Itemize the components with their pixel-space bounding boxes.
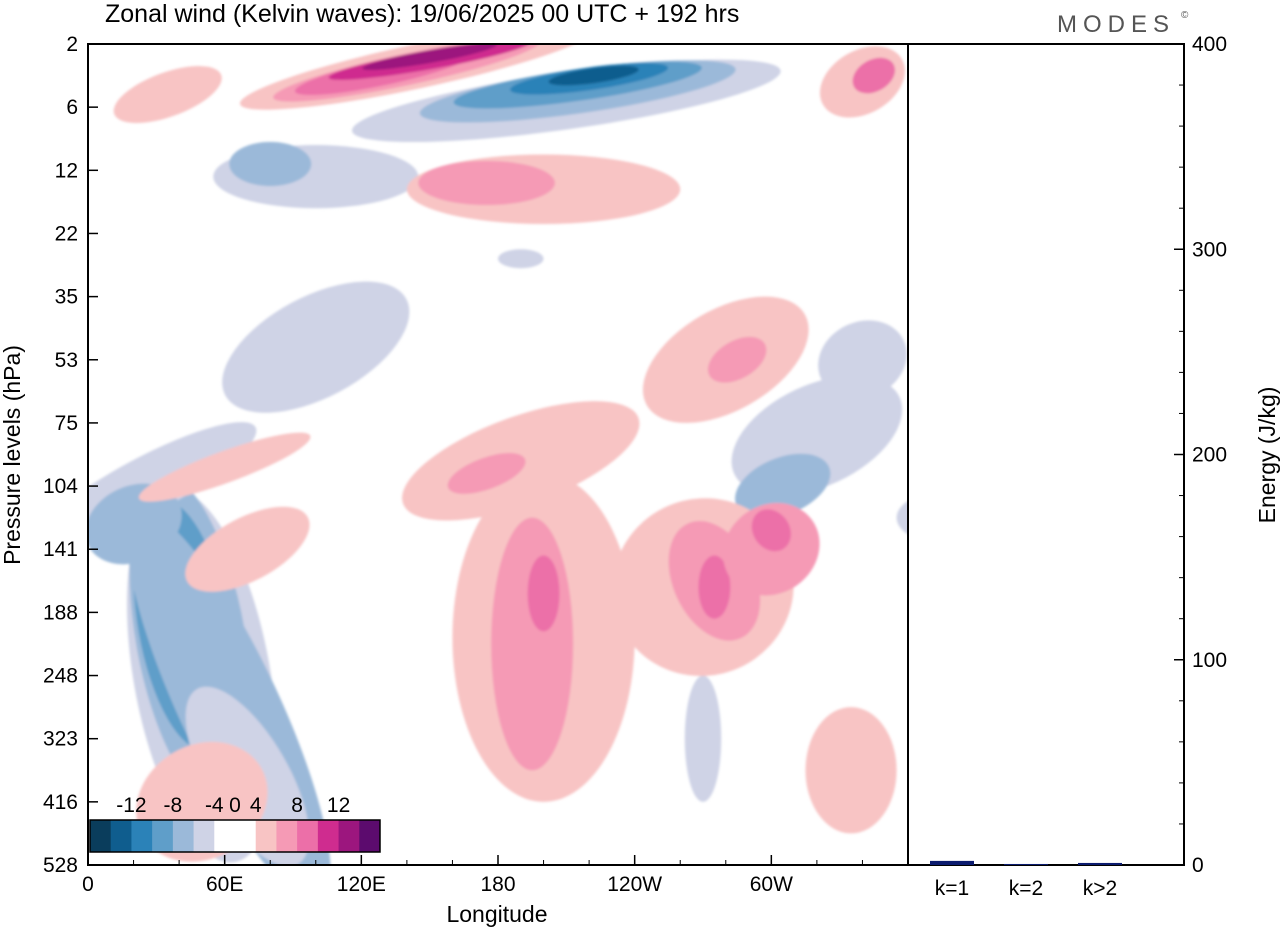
colorbar-legend: -12 -8 -4 0 4 8 12 xyxy=(89,794,381,853)
energy-plot-area xyxy=(907,43,1185,866)
y-tick-label: 248 xyxy=(43,665,78,688)
y-tick-label: 528 xyxy=(43,854,78,877)
westerly-contour xyxy=(805,707,897,834)
y-tick-label: 416 xyxy=(43,791,78,814)
y-tick-label: 35 xyxy=(55,286,78,309)
colorbar-swatch xyxy=(255,820,277,852)
colorbar-tick-label: 0 xyxy=(229,794,241,817)
x-tick-label: 120W xyxy=(607,873,662,896)
colorbar-swatch xyxy=(172,820,195,852)
colorbar-tick-label: -12 xyxy=(116,794,146,817)
y-tick-label: 141 xyxy=(43,538,78,561)
colorbar-swatch xyxy=(152,820,174,852)
energy-bar xyxy=(1078,862,1122,865)
y-tick-label: 2 xyxy=(66,33,78,56)
westerly-contour xyxy=(418,160,555,206)
brand-mark: © xyxy=(1181,10,1189,21)
colorbar-swatch xyxy=(317,820,340,852)
easterly-contour xyxy=(229,141,312,187)
colorbar-swatch xyxy=(193,820,215,852)
colorbar-swatch xyxy=(90,820,112,852)
y-tick-label: 188 xyxy=(43,601,78,624)
colorbar-swatch xyxy=(235,820,257,852)
easterly-contour xyxy=(88,483,182,565)
westerly-contour xyxy=(185,506,310,592)
westerly-contour xyxy=(751,509,791,552)
westerly-contour xyxy=(698,555,731,619)
energy-tick-label: 400 xyxy=(1192,33,1227,56)
energy-bar xyxy=(930,860,974,865)
easterly-contour xyxy=(818,320,907,400)
energy-panel: k=1 k=2 k>2 0 100 200 300 400 Energy (J/kg) xyxy=(907,33,1280,900)
energy-bar xyxy=(1004,863,1048,865)
y-axis-label: Pressure levels (hPa) xyxy=(0,345,25,565)
easterly-contour xyxy=(548,65,639,86)
easterly-contour xyxy=(498,249,544,269)
x-tick-label: 0 xyxy=(82,873,94,896)
energy-tick-label: 0 xyxy=(1192,854,1204,877)
easterly-contour xyxy=(896,500,908,535)
colorbar-swatch xyxy=(214,820,236,852)
y-tick-label: 75 xyxy=(55,412,78,435)
x-tick-label: 180 xyxy=(480,873,515,896)
westerly-contour xyxy=(362,44,497,71)
colorbar-swatch xyxy=(338,820,360,852)
easterly-contour xyxy=(222,281,410,413)
wind-contours xyxy=(88,44,908,865)
chart-title: Zonal wind (Kelvin waves): 19/06/2025 00… xyxy=(105,0,739,28)
y-tick-label: 53 xyxy=(55,349,78,372)
y-tick-label: 104 xyxy=(43,475,78,498)
energy-tick-label: 200 xyxy=(1192,444,1227,467)
colorbar-tick-label: 8 xyxy=(291,794,303,817)
hovmoller-panel: 0 60E 120E 180 120W 60W 2 6 12 22 35 53 75 104 141 188… xyxy=(0,33,909,927)
westerly-contour xyxy=(113,66,222,123)
westerly-contour xyxy=(491,517,574,771)
westerly-contour xyxy=(138,432,311,502)
colorbar-swatch xyxy=(297,820,319,852)
y-axis: 2 6 12 22 35 53 75 104 141 188 248 323 416 528 xyxy=(43,33,98,877)
westerly-contour xyxy=(447,453,526,494)
energy-category-label: k=2 xyxy=(1009,877,1043,900)
colorbar-swatch xyxy=(359,820,381,852)
energy-y-axis: 0 100 200 300 400 xyxy=(1174,33,1227,877)
easterly-contour xyxy=(735,453,831,519)
colorbar-swatch xyxy=(276,820,298,852)
x-axis: 0 60E 120E 180 120W 60W xyxy=(82,855,909,896)
x-axis-label: Longitude xyxy=(446,901,547,927)
colorbar-swatch xyxy=(131,820,153,852)
westerly-contour xyxy=(852,57,896,94)
colorbar-frame xyxy=(89,819,381,853)
energy-bars: k=1 k=2 k>2 xyxy=(930,860,1122,900)
westerly-contour xyxy=(707,336,767,383)
y-tick-label: 12 xyxy=(55,159,78,182)
x-tick-label: 120E xyxy=(337,873,386,896)
y-tick-label: 22 xyxy=(55,222,78,245)
colorbar-tick-label: 4 xyxy=(250,794,262,817)
westerly-contour xyxy=(527,555,560,632)
y-tick-label: 6 xyxy=(66,96,78,119)
y-tick-label: 323 xyxy=(43,728,78,751)
colorbar-tick-label: -8 xyxy=(164,794,183,817)
energy-category-label: k>2 xyxy=(1083,877,1117,900)
colorbar-tick-label: 12 xyxy=(327,794,350,817)
easterly-contour xyxy=(684,675,722,802)
energy-tick-label: 100 xyxy=(1192,649,1227,672)
brand-logo: MODES xyxy=(1057,11,1175,38)
energy-category-label: k=1 xyxy=(935,877,969,900)
colorbar-swatch xyxy=(110,820,132,852)
x-tick-label: 60W xyxy=(750,873,793,896)
colorbar-tick-label: -4 xyxy=(205,794,224,817)
x-tick-label: 60E xyxy=(206,873,243,896)
energy-tick-label: 300 xyxy=(1192,238,1227,261)
energy-y-axis-label: Energy (J/kg) xyxy=(1254,387,1280,524)
